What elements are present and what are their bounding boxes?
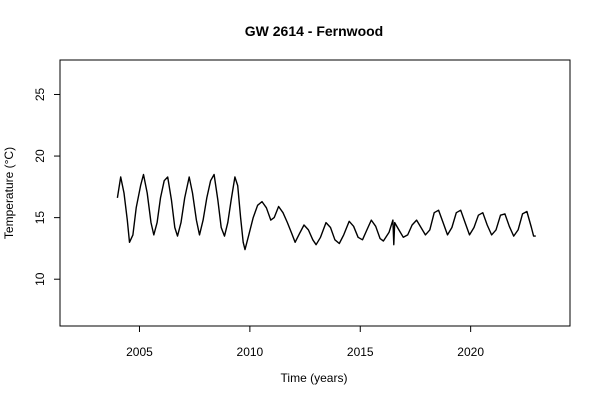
y-axis: 10 15 20 25 bbox=[33, 87, 60, 286]
temperature-series-line bbox=[116, 173, 536, 251]
y-tick-label: 25 bbox=[33, 87, 47, 101]
x-tick-label: 2005 bbox=[126, 345, 153, 359]
y-tick-label: 10 bbox=[33, 272, 47, 286]
chart-title: GW 2614 - Fernwood bbox=[245, 23, 383, 39]
x-axis: 2005 2010 2015 2020 bbox=[126, 326, 484, 359]
x-axis-label: Time (years) bbox=[281, 371, 348, 385]
x-tick-label: 2015 bbox=[347, 345, 374, 359]
plot-frame bbox=[59, 59, 571, 327]
y-axis-label: Temperature (°C) bbox=[2, 147, 16, 239]
y-tick-label: 20 bbox=[33, 149, 47, 163]
x-tick-label: 2020 bbox=[457, 345, 484, 359]
series-layer bbox=[116, 173, 536, 251]
x-tick-label: 2010 bbox=[237, 345, 264, 359]
y-tick-label: 15 bbox=[33, 211, 47, 225]
